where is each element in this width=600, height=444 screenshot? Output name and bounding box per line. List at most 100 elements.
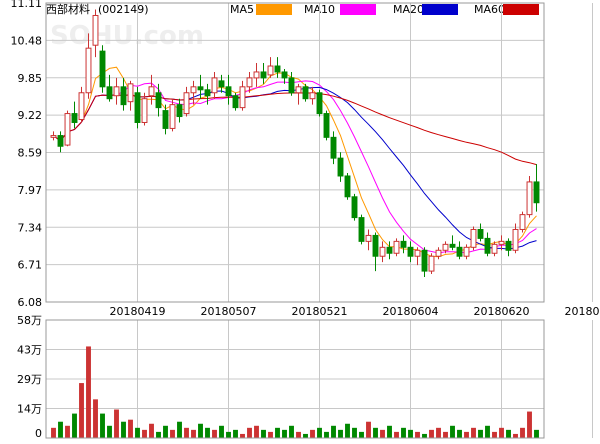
candle-body — [51, 136, 56, 138]
volume-bar — [359, 432, 364, 438]
volume-bar — [317, 428, 322, 438]
candle-body — [303, 87, 308, 99]
volume-tick-label: 29万 — [17, 373, 42, 386]
volume-bar — [464, 432, 469, 438]
candle-body — [492, 244, 497, 253]
candle-body — [219, 81, 224, 87]
volume-bar — [324, 432, 329, 438]
candle-body — [247, 78, 252, 87]
candlestick — [471, 227, 476, 251]
candle-body — [128, 84, 133, 102]
volume-bar — [471, 428, 476, 438]
volume-bar — [93, 399, 98, 438]
legend-swatch-ma60 — [503, 4, 539, 15]
candle-body — [191, 87, 196, 93]
volume-tick-label: 14万 — [17, 403, 42, 416]
candle-body — [261, 72, 266, 78]
date-tick-label: 20180704 — [565, 305, 600, 318]
volume-bar — [429, 430, 434, 438]
candle-body — [380, 247, 385, 256]
candle-body — [289, 78, 294, 93]
price-tick-label: 8.59 — [18, 147, 43, 160]
candle-body — [72, 114, 77, 123]
volume-bar — [114, 410, 119, 438]
volume-bar — [72, 414, 77, 438]
candle-body — [443, 244, 448, 250]
candle-body — [408, 247, 413, 256]
volume-bar — [100, 414, 105, 438]
volume-bar — [534, 430, 539, 438]
candle-body — [184, 93, 189, 114]
candle-body — [450, 244, 455, 247]
watermark-logo: SOHU.com — [50, 21, 204, 51]
stock-code: (002149) — [98, 3, 149, 16]
date-tick-label: 20180604 — [383, 305, 439, 318]
volume-bar — [156, 432, 161, 438]
candle-body — [177, 105, 182, 117]
candle-body — [212, 78, 217, 93]
volume-bar — [380, 430, 385, 438]
candle-body — [114, 87, 119, 96]
volume-bar — [58, 422, 63, 438]
legend-swatch-ma10 — [340, 4, 376, 15]
volume-bar — [198, 424, 203, 438]
volume-bar — [128, 420, 133, 438]
volume-bar — [170, 430, 175, 438]
candle-body — [436, 250, 441, 256]
volume-bar — [261, 430, 266, 438]
candle-body — [233, 96, 238, 108]
volume-bar — [142, 430, 147, 438]
candle-body — [275, 66, 280, 72]
candlestick — [520, 212, 525, 233]
candle-body — [464, 247, 469, 256]
candle-body — [135, 93, 140, 123]
volume-bar — [296, 432, 301, 438]
candle-body — [387, 247, 392, 253]
volume-bar — [352, 428, 357, 438]
volume-bar — [275, 428, 280, 438]
price-tick-label: 9.85 — [18, 72, 43, 85]
candle-body — [485, 238, 490, 253]
candle-body — [338, 158, 343, 176]
candle-body — [513, 229, 518, 250]
candle-body — [121, 87, 126, 105]
candle-body — [499, 241, 504, 244]
candle-body — [324, 114, 329, 138]
candle-body — [394, 241, 399, 253]
volume-bar — [394, 432, 399, 438]
volume-bar — [450, 426, 455, 438]
price-tick-label: 10.48 — [11, 34, 43, 47]
candle-body — [429, 256, 434, 271]
candle-body — [478, 229, 483, 238]
candle-body — [527, 182, 532, 215]
candle-body — [373, 235, 378, 256]
date-tick-label: 20180507 — [201, 305, 257, 318]
stock-title: 西部材料 — [46, 2, 90, 16]
volume-bar — [219, 426, 224, 438]
candlestick — [303, 84, 308, 102]
volume-bar — [408, 430, 413, 438]
candle-body — [310, 93, 315, 99]
volume-bar — [282, 430, 287, 438]
volume-bar — [289, 426, 294, 438]
volume-bar — [373, 428, 378, 438]
volume-bar — [254, 426, 259, 438]
candlestick — [233, 93, 238, 111]
candle-body — [58, 136, 63, 147]
candle-body — [240, 87, 245, 108]
volume-bar — [247, 428, 252, 438]
volume-bar — [212, 430, 217, 438]
volume-bar — [506, 430, 511, 438]
candle-body — [100, 51, 105, 87]
volume-bar — [520, 428, 525, 438]
candle-body — [534, 182, 539, 203]
legend-label-ma5: MA5 — [230, 3, 254, 16]
legend-label-ma60: MA60 — [474, 3, 505, 16]
volume-bar — [79, 383, 84, 438]
volume-tick-label: 43万 — [17, 344, 42, 357]
volume-bar — [387, 426, 392, 438]
candle-body — [226, 87, 231, 96]
candle-body — [156, 93, 161, 108]
